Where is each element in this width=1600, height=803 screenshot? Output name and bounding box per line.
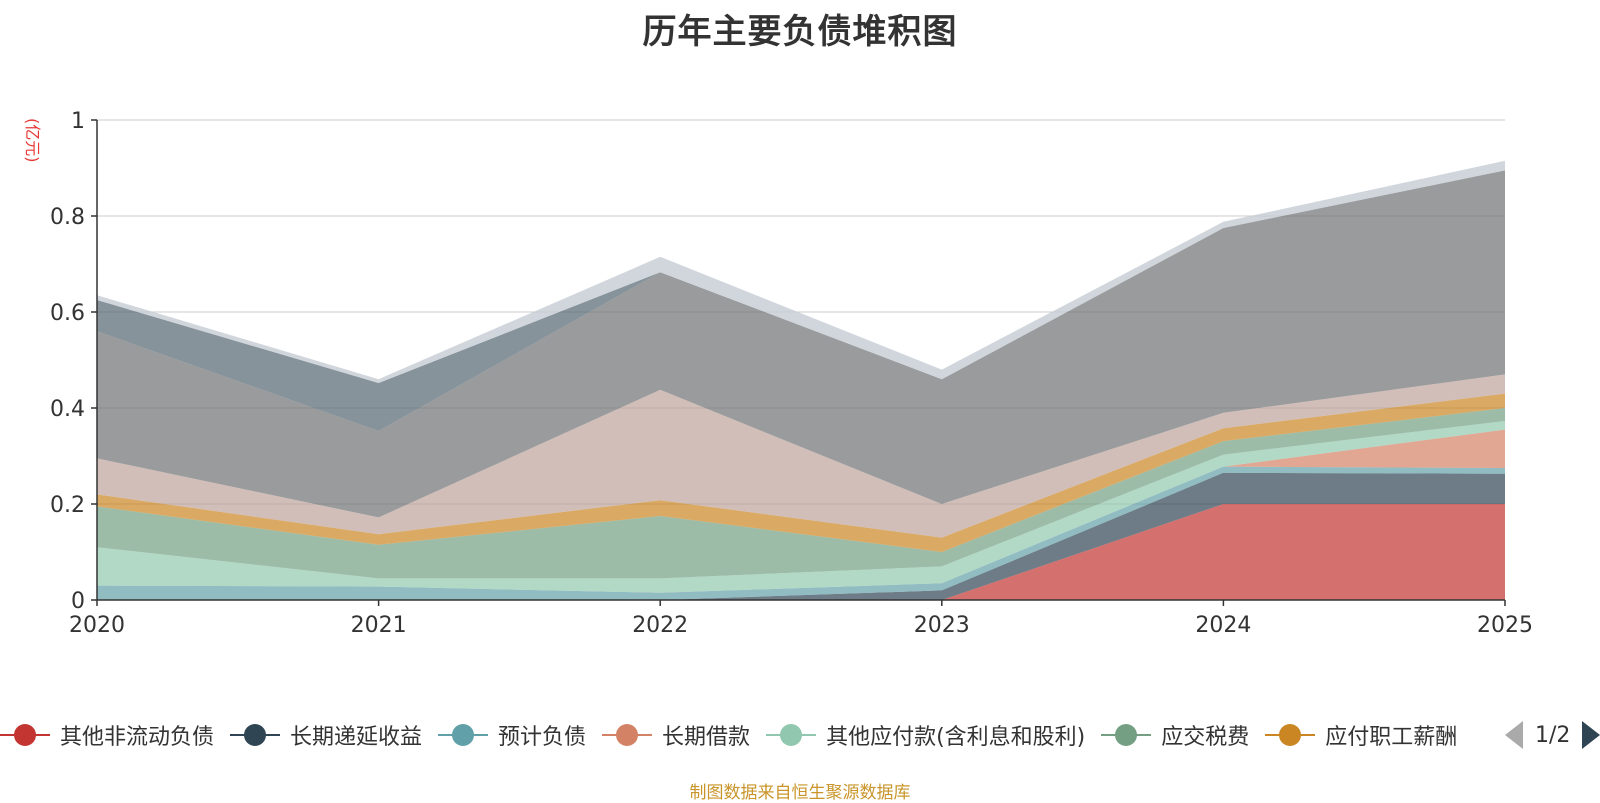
legend-label: 应付职工薪酬 — [1325, 725, 1458, 750]
axis-layer: 0 0.2 0.4 0.6 0.8 1 2020 2021 2022 2023 2024 2025 — [50, 109, 1533, 638]
legend-page-indicator: 1/2 — [1535, 722, 1571, 748]
legend-label: 预计负债 — [498, 725, 587, 750]
x-tick-label: 2023 — [914, 613, 970, 638]
y-tick-label: 0.2 — [50, 493, 85, 518]
legend-label: 其他应付款(含利息和股利) — [826, 725, 1086, 750]
area-series-8 — [97, 170, 1505, 518]
area-layer — [97, 160, 1505, 600]
area-series-2 — [97, 466, 1505, 600]
x-tick-label: 2020 — [69, 613, 125, 638]
x-tick-label: 2022 — [632, 613, 688, 638]
legend-pager: 1/2 — [1505, 712, 1600, 758]
area-series-6 — [97, 393, 1505, 552]
legend-next-page-icon[interactable] — [1582, 721, 1600, 749]
legend-marker-icon — [1101, 723, 1152, 747]
legend-marker-icon — [0, 723, 50, 747]
legend-marker-icon — [438, 723, 489, 747]
chart-title: 历年主要负债堆积图 — [642, 12, 958, 52]
area-series-7 — [97, 374, 1505, 538]
legend-item[interactable]: 其他应付款(含利息和股利) — [766, 712, 1085, 758]
legend-marker-icon — [766, 723, 817, 747]
stacked-area-chart: 0 0.2 0.4 0.6 0.8 1 2020 2021 2022 2023 2024 2025 — [50, 109, 1533, 638]
legend-item[interactable]: 应交税费 — [1101, 712, 1249, 758]
legend-item[interactable]: 其他非流动负债 — [0, 712, 214, 758]
legend-label: 应交税费 — [1161, 725, 1250, 750]
legend-marker-icon — [230, 723, 281, 747]
legend-item[interactable]: 长期借款 — [602, 712, 750, 758]
legend-label: 其他非流动负债 — [60, 725, 215, 750]
y-tick-label: 1 — [71, 109, 85, 134]
area-series-4 — [97, 421, 1505, 593]
x-tick-label: 2021 — [351, 613, 407, 638]
y-tick-label: 0 — [71, 589, 85, 614]
legend-marker-icon — [1265, 723, 1316, 747]
legend-item[interactable]: 长期递延收益 — [230, 712, 422, 758]
y-tick-label: 0.4 — [50, 397, 85, 422]
y-tick-label: 0.8 — [50, 205, 85, 230]
area-series-1 — [97, 472, 1505, 600]
legend-prev-page-icon[interactable] — [1505, 721, 1523, 749]
legend-item[interactable]: 预计负债 — [438, 712, 586, 758]
legend: 其他非流动负债 长期递延收益 预计负债 长期借款 其他应付款(含利息和股利) 应交税费 应付… — [0, 712, 1505, 758]
legend-marker-icon — [602, 723, 653, 747]
x-tick-label: 2024 — [1195, 613, 1251, 638]
y-tick-label: 0.6 — [50, 301, 85, 326]
data-source-footer: 制图数据来自恒生聚源数据库 — [689, 783, 911, 803]
area-series-9 — [97, 170, 1505, 431]
area-series-5 — [97, 408, 1505, 579]
legend-item[interactable]: 应付职工薪酬 — [1265, 712, 1457, 758]
x-tick-label: 2025 — [1477, 613, 1533, 638]
area-series-0 — [97, 504, 1505, 600]
legend-label: 长期递延收益 — [290, 725, 423, 750]
legend-label: 长期借款 — [662, 725, 751, 750]
